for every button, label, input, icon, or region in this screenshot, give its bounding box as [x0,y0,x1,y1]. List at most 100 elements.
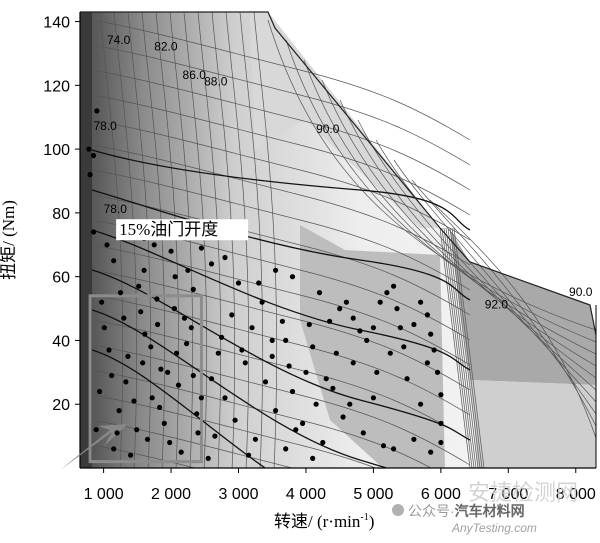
operating-point [93,427,99,433]
operating-point [256,280,262,286]
bold-contour-line [91,229,471,371]
operating-point [136,283,142,289]
x-tick-label: 5 000 [353,486,393,503]
throttle-annotation-text: 15%油门开度 [119,220,218,239]
operating-point [101,325,107,331]
operating-point [360,430,366,436]
operating-point [198,395,204,401]
operating-point [222,395,228,401]
operating-point [198,245,204,251]
operating-point [190,372,196,379]
operating-point [279,318,285,324]
operating-point [106,347,112,353]
x-tick-label: 4 000 [286,486,326,503]
operating-point [208,376,215,382]
operating-point [168,248,174,254]
contour-line [253,12,278,468]
contour-line [451,227,483,468]
operating-point [283,446,289,452]
operating-point [306,321,312,328]
y-tick-label: 60 [52,270,70,287]
operating-point [286,363,292,369]
operating-point [140,360,146,366]
contour-label: 82.0 [154,39,178,53]
contour-line [447,227,479,468]
y-tick-label: 80 [52,206,70,223]
operating-point [377,299,383,305]
operating-point [259,299,265,305]
operating-point [178,449,184,455]
operating-point [283,337,289,343]
operating-point [310,455,316,461]
x-tick-label: 6 000 [421,486,461,503]
x-tick-label: 3 000 [218,486,258,503]
operating-point [438,439,444,446]
contour-label: 78.0 [93,119,117,133]
contour-line [91,444,197,468]
contour-line [155,12,180,468]
operating-point [242,360,248,366]
max-torque-boundary [80,11,597,336]
contour-line [91,69,471,191]
operating-point [323,376,329,382]
contour-line [445,227,477,468]
operating-point [90,229,97,235]
contour-label: 86.0 [183,68,207,82]
x-tick-label: 1 000 [84,486,124,503]
y-axis-label: 扭矩/ (Nm) [0,200,18,280]
operating-point [411,436,417,442]
operating-point [185,267,191,273]
contour-line [91,344,471,466]
contour-line [91,119,471,241]
contour-line [225,12,250,468]
operating-point [374,369,380,375]
y-tick-label: 120 [43,78,70,95]
operating-point [99,299,105,305]
operating-point [151,242,157,248]
contour-line [439,227,471,468]
operating-point [175,382,182,388]
operating-point [364,337,370,343]
contour-label: 78.0 [104,202,128,216]
operating-point [391,446,397,452]
low-torque-region [470,380,596,468]
operating-point [293,427,299,433]
contour-line [453,227,485,468]
operating-point [215,350,221,356]
highlight-arrow [60,424,128,470]
operating-point [428,449,434,455]
operating-point [431,347,437,353]
operating-point [167,439,173,446]
bold-contour-line [91,149,471,231]
efficiency-shading [80,12,596,468]
operating-point [181,315,188,321]
contour-line [443,227,475,468]
operating-point [149,395,155,401]
contour-lines [91,12,596,468]
operating-point [232,417,238,423]
operating-point [327,318,333,324]
contour-line [91,169,471,291]
operating-point [404,376,410,382]
contour-line [91,394,377,468]
operating-point [138,309,144,315]
operating-point [333,350,339,356]
y-tick-label: 140 [43,15,70,32]
operating-point [121,315,127,321]
contour-line [91,44,471,166]
operating-point [116,408,122,414]
operating-point [208,261,215,267]
operating-point [424,312,430,318]
operating-point [397,325,403,331]
operating-point [222,254,228,261]
operating-point [310,344,316,350]
operating-point [300,420,306,426]
operating-point [252,436,258,442]
operating-point [97,388,103,395]
operating-point [418,401,424,407]
operating-point [190,286,196,292]
contour-line [91,244,471,366]
operating-points [86,108,444,461]
operating-point [142,331,148,337]
